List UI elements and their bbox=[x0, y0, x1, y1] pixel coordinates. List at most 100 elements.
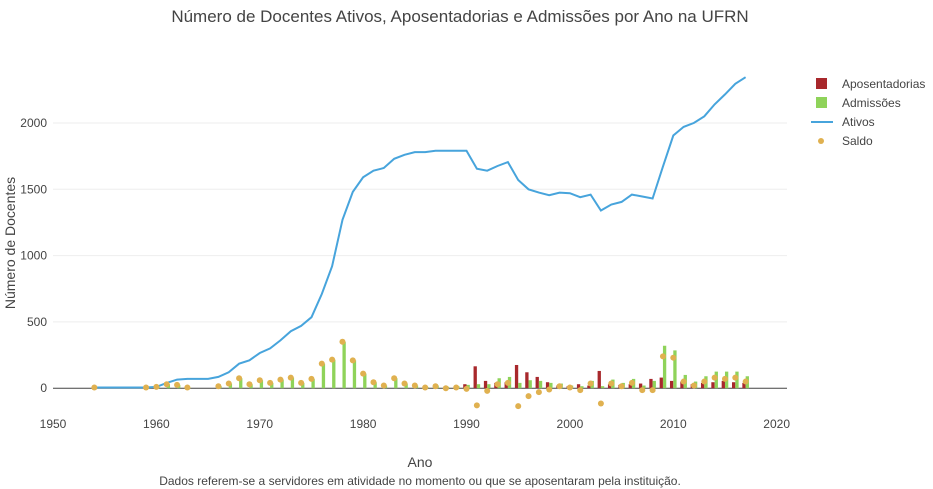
saldo-point bbox=[577, 387, 584, 394]
aposentadorias-bar bbox=[597, 370, 601, 389]
legend-item-saldo[interactable]: Saldo bbox=[818, 134, 873, 148]
admissoes-bar bbox=[642, 385, 646, 389]
y-tick-label: 500 bbox=[27, 315, 47, 329]
y-tick-label: 1000 bbox=[20, 249, 47, 263]
saldo-point bbox=[628, 379, 635, 386]
saldo-point bbox=[535, 389, 542, 396]
ativos-line bbox=[94, 76, 747, 389]
saldo-point bbox=[391, 375, 398, 382]
saldo-point bbox=[504, 379, 511, 386]
legend-swatch bbox=[818, 138, 824, 144]
x-tick-label: 1980 bbox=[350, 417, 377, 431]
saldo-point bbox=[380, 382, 387, 389]
admissoes-bar bbox=[394, 378, 398, 389]
aposentadorias-bar bbox=[669, 380, 674, 389]
legend-label: Saldo bbox=[842, 134, 873, 148]
legend-item-ativos[interactable]: Ativos bbox=[811, 115, 875, 129]
saldo-point bbox=[711, 374, 718, 381]
x-tick-label: 1970 bbox=[246, 417, 273, 431]
saldo-point bbox=[298, 379, 305, 386]
admissoes-bar bbox=[528, 380, 532, 389]
legend-item-admissoes[interactable]: Admissões bbox=[816, 96, 901, 110]
admissoes-bar bbox=[600, 386, 605, 389]
saldo-point bbox=[246, 381, 253, 388]
admissoes-bar bbox=[332, 359, 336, 389]
chart-title: Número de Docentes Ativos, Aposentadoria… bbox=[171, 7, 748, 26]
saldo-point bbox=[153, 383, 160, 390]
x-tick-label: 1990 bbox=[453, 417, 480, 431]
saldo-point bbox=[360, 370, 367, 377]
admissoes-bar bbox=[352, 360, 357, 389]
saldo-point bbox=[556, 383, 563, 390]
admissoes-bar bbox=[321, 363, 326, 389]
saldo-point bbox=[215, 383, 222, 390]
aposentadorias-bar bbox=[535, 376, 539, 389]
aposentadorias-bar bbox=[463, 384, 467, 389]
saldo-point bbox=[525, 393, 532, 400]
saldo-point bbox=[566, 384, 573, 391]
saldo-point bbox=[422, 384, 429, 391]
admissoes-bar bbox=[363, 373, 367, 389]
aposentadorias-bar bbox=[721, 380, 725, 389]
aposentadorias-bar bbox=[483, 380, 488, 389]
saldo-point bbox=[587, 380, 594, 387]
aposentadorias-bar bbox=[607, 384, 612, 389]
y-tick-label: 2000 bbox=[20, 116, 47, 130]
saldo-point bbox=[225, 380, 232, 387]
y-axis-title: Número de Docentes bbox=[2, 177, 18, 309]
saldo-point bbox=[442, 385, 449, 392]
legend[interactable]: Aposentadorias Admissões Ativos Saldo bbox=[811, 77, 925, 148]
saldo-point bbox=[670, 354, 677, 361]
saldo-point bbox=[597, 400, 604, 407]
saldo-point bbox=[742, 378, 749, 385]
x-axis-ticks: 1950 1960 1970 1980 1990 2000 2010 2020 bbox=[40, 417, 791, 431]
aposentadorias-bar bbox=[649, 378, 653, 389]
saldo-point bbox=[143, 384, 150, 391]
saldo-point bbox=[432, 383, 439, 390]
aposentadorias-bar bbox=[638, 383, 643, 389]
legend-label: Aposentadorias bbox=[842, 77, 925, 91]
saldo-point bbox=[287, 374, 294, 381]
admissoes-bar bbox=[518, 382, 522, 389]
saldo-point bbox=[680, 378, 687, 385]
grid-lines bbox=[53, 122, 787, 323]
aposentadorias-bar bbox=[545, 382, 550, 389]
saldo-point bbox=[701, 378, 708, 385]
aposentadorias-bar bbox=[525, 372, 529, 389]
legend-label: Admissões bbox=[842, 96, 901, 110]
admissoes-bar bbox=[549, 382, 553, 389]
legend-swatch bbox=[816, 78, 827, 89]
saldo-point bbox=[690, 382, 697, 389]
aposentadorias-bar bbox=[711, 382, 715, 389]
saldo-point bbox=[546, 386, 553, 393]
legend-item-aposentadorias[interactable]: Aposentadorias bbox=[816, 77, 925, 91]
admissoes-bar bbox=[487, 384, 491, 389]
y-tick-label: 0 bbox=[40, 381, 47, 395]
saldo-point bbox=[236, 375, 243, 382]
saldo-point bbox=[349, 357, 356, 364]
aposentadorias-bar bbox=[659, 377, 663, 389]
aposentadorias-bar bbox=[732, 382, 736, 389]
saldo-point bbox=[608, 380, 615, 387]
saldo-point bbox=[184, 384, 191, 391]
admissoes-bar bbox=[290, 377, 295, 389]
legend-label: Ativos bbox=[842, 115, 875, 129]
saldo-point bbox=[494, 381, 501, 388]
aposentadorias-bar bbox=[514, 364, 519, 389]
saldo-point bbox=[329, 356, 336, 363]
admissoes-bar bbox=[270, 382, 274, 389]
saldo-point bbox=[308, 375, 315, 382]
x-tick-label: 1960 bbox=[143, 417, 170, 431]
x-tick-label: 1950 bbox=[40, 417, 67, 431]
chart-note: Dados referem-se a servidores em ativida… bbox=[159, 474, 681, 488]
y-tick-label: 1500 bbox=[20, 182, 47, 196]
aposentadorias-bar bbox=[700, 382, 705, 389]
saldo-point bbox=[267, 379, 274, 386]
saldo-point bbox=[463, 385, 470, 392]
saldo-point bbox=[659, 353, 666, 360]
admissoes-bar bbox=[280, 379, 284, 389]
saldo-point bbox=[318, 360, 325, 367]
admissoes-bar bbox=[259, 380, 264, 389]
admissoes-bar bbox=[476, 384, 481, 389]
